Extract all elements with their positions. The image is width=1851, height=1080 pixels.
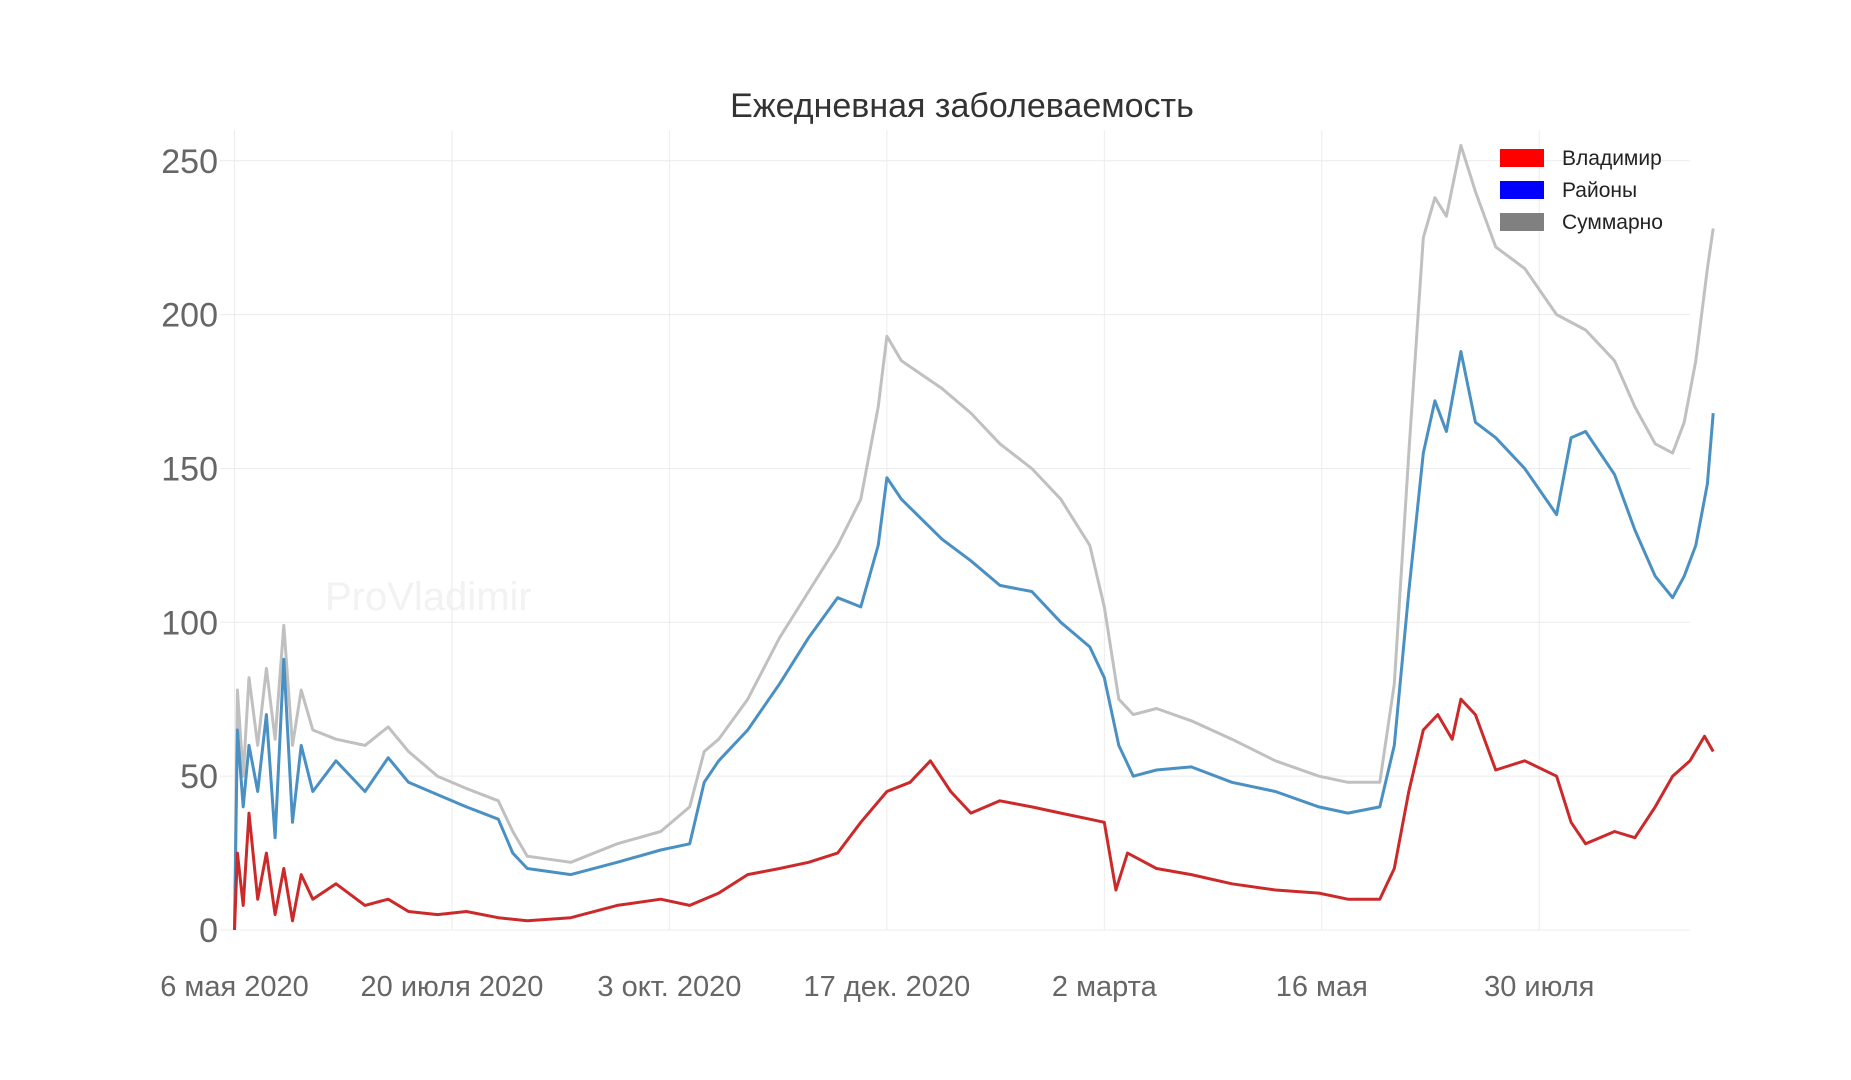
legend-swatch [1500, 213, 1544, 231]
legend: Владимир Районы Суммарно [1500, 147, 1663, 234]
y-tick-label: 250 [161, 143, 218, 181]
legend-label: Владимир [1562, 147, 1662, 170]
x-tick-label: 2 марта [1052, 971, 1158, 1003]
legend-label: Суммарно [1562, 211, 1663, 234]
grid [220, 130, 1690, 931]
x-tick-label: 3 окт. 2020 [597, 971, 741, 1003]
y-tick-label: 150 [161, 450, 218, 488]
series-lines [233, 143, 1715, 931]
y-tick-label: 50 [180, 758, 218, 796]
y-tick-label: 0 [199, 912, 218, 950]
y-tick-label: 200 [161, 297, 218, 335]
x-tick-label: 17 дек. 2020 [804, 971, 971, 1003]
x-tick-label: 6 мая 2020 [160, 971, 309, 1003]
chart-title: Ежедневная заболеваемость [730, 87, 1194, 125]
y-axis-ticks: 0 50 100 150 200 250 [161, 143, 218, 950]
chart-watermark: ProVladimir [325, 575, 532, 619]
x-tick-label: 30 июля [1484, 971, 1594, 1003]
series-line [233, 697, 1715, 931]
series-line [233, 143, 1715, 931]
x-tick-label: 20 июля 2020 [361, 971, 544, 1003]
y-tick-label: 100 [161, 604, 218, 642]
legend-swatch [1500, 181, 1544, 199]
series-line [233, 350, 1715, 931]
legend-label: Районы [1562, 179, 1637, 202]
legend-swatch [1500, 149, 1544, 167]
x-axis-ticks: 6 мая 2020 20 июля 2020 3 окт. 2020 17 дек.… [160, 971, 1594, 1003]
x-tick-label: 16 мая [1276, 971, 1368, 1003]
